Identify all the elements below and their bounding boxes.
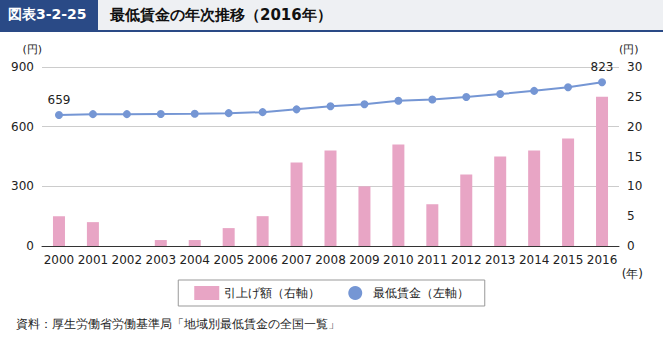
svg-text:823: 823 bbox=[591, 60, 614, 74]
svg-text:2004: 2004 bbox=[179, 253, 210, 267]
svg-text:25: 25 bbox=[627, 90, 642, 104]
svg-text:0: 0 bbox=[627, 239, 635, 253]
svg-text:2005: 2005 bbox=[213, 253, 244, 267]
svg-text:2009: 2009 bbox=[349, 253, 380, 267]
svg-text:2014: 2014 bbox=[519, 253, 550, 267]
svg-text:5: 5 bbox=[627, 209, 635, 223]
svg-text:30: 30 bbox=[627, 60, 642, 74]
svg-text:図表3-2-25: 図表3-2-25 bbox=[8, 6, 87, 22]
svg-text:0: 0 bbox=[26, 239, 34, 253]
svg-text:引上げ額（右軸）: 引上げ額（右軸） bbox=[224, 286, 320, 300]
svg-text:(年): (年) bbox=[622, 267, 643, 281]
svg-text:2010: 2010 bbox=[383, 253, 414, 267]
svg-text:15: 15 bbox=[627, 150, 642, 164]
svg-text:2016: 2016 bbox=[587, 253, 618, 267]
svg-text:2008: 2008 bbox=[315, 253, 346, 267]
svg-text:最低賃金（左軸）: 最低賃金（左軸） bbox=[373, 286, 469, 300]
svg-text:2015: 2015 bbox=[553, 253, 584, 267]
svg-text:資料：厚生労働省労働基準局「地域別最低賃金の全国一覧」: 資料：厚生労働省労働基準局「地域別最低賃金の全国一覧」 bbox=[16, 317, 340, 331]
svg-text:2012: 2012 bbox=[451, 253, 482, 267]
svg-text:2001: 2001 bbox=[78, 253, 109, 267]
svg-text:最低賃金の年次推移（2016年）: 最低賃金の年次推移（2016年） bbox=[109, 6, 332, 24]
svg-text:2011: 2011 bbox=[417, 253, 448, 267]
svg-text:600: 600 bbox=[11, 120, 34, 134]
svg-text:20: 20 bbox=[627, 120, 642, 134]
svg-text:2007: 2007 bbox=[281, 253, 312, 267]
svg-text:2000: 2000 bbox=[44, 253, 75, 267]
svg-text:659: 659 bbox=[48, 93, 71, 107]
svg-text:900: 900 bbox=[11, 60, 34, 74]
svg-text:10: 10 bbox=[627, 179, 642, 193]
svg-text:(円): (円) bbox=[619, 43, 639, 56]
svg-text:2013: 2013 bbox=[485, 253, 516, 267]
svg-text:300: 300 bbox=[11, 179, 34, 193]
svg-text:2002: 2002 bbox=[112, 253, 143, 267]
svg-text:2006: 2006 bbox=[247, 253, 278, 267]
svg-text:(円): (円) bbox=[22, 43, 42, 56]
svg-text:2003: 2003 bbox=[146, 253, 177, 267]
